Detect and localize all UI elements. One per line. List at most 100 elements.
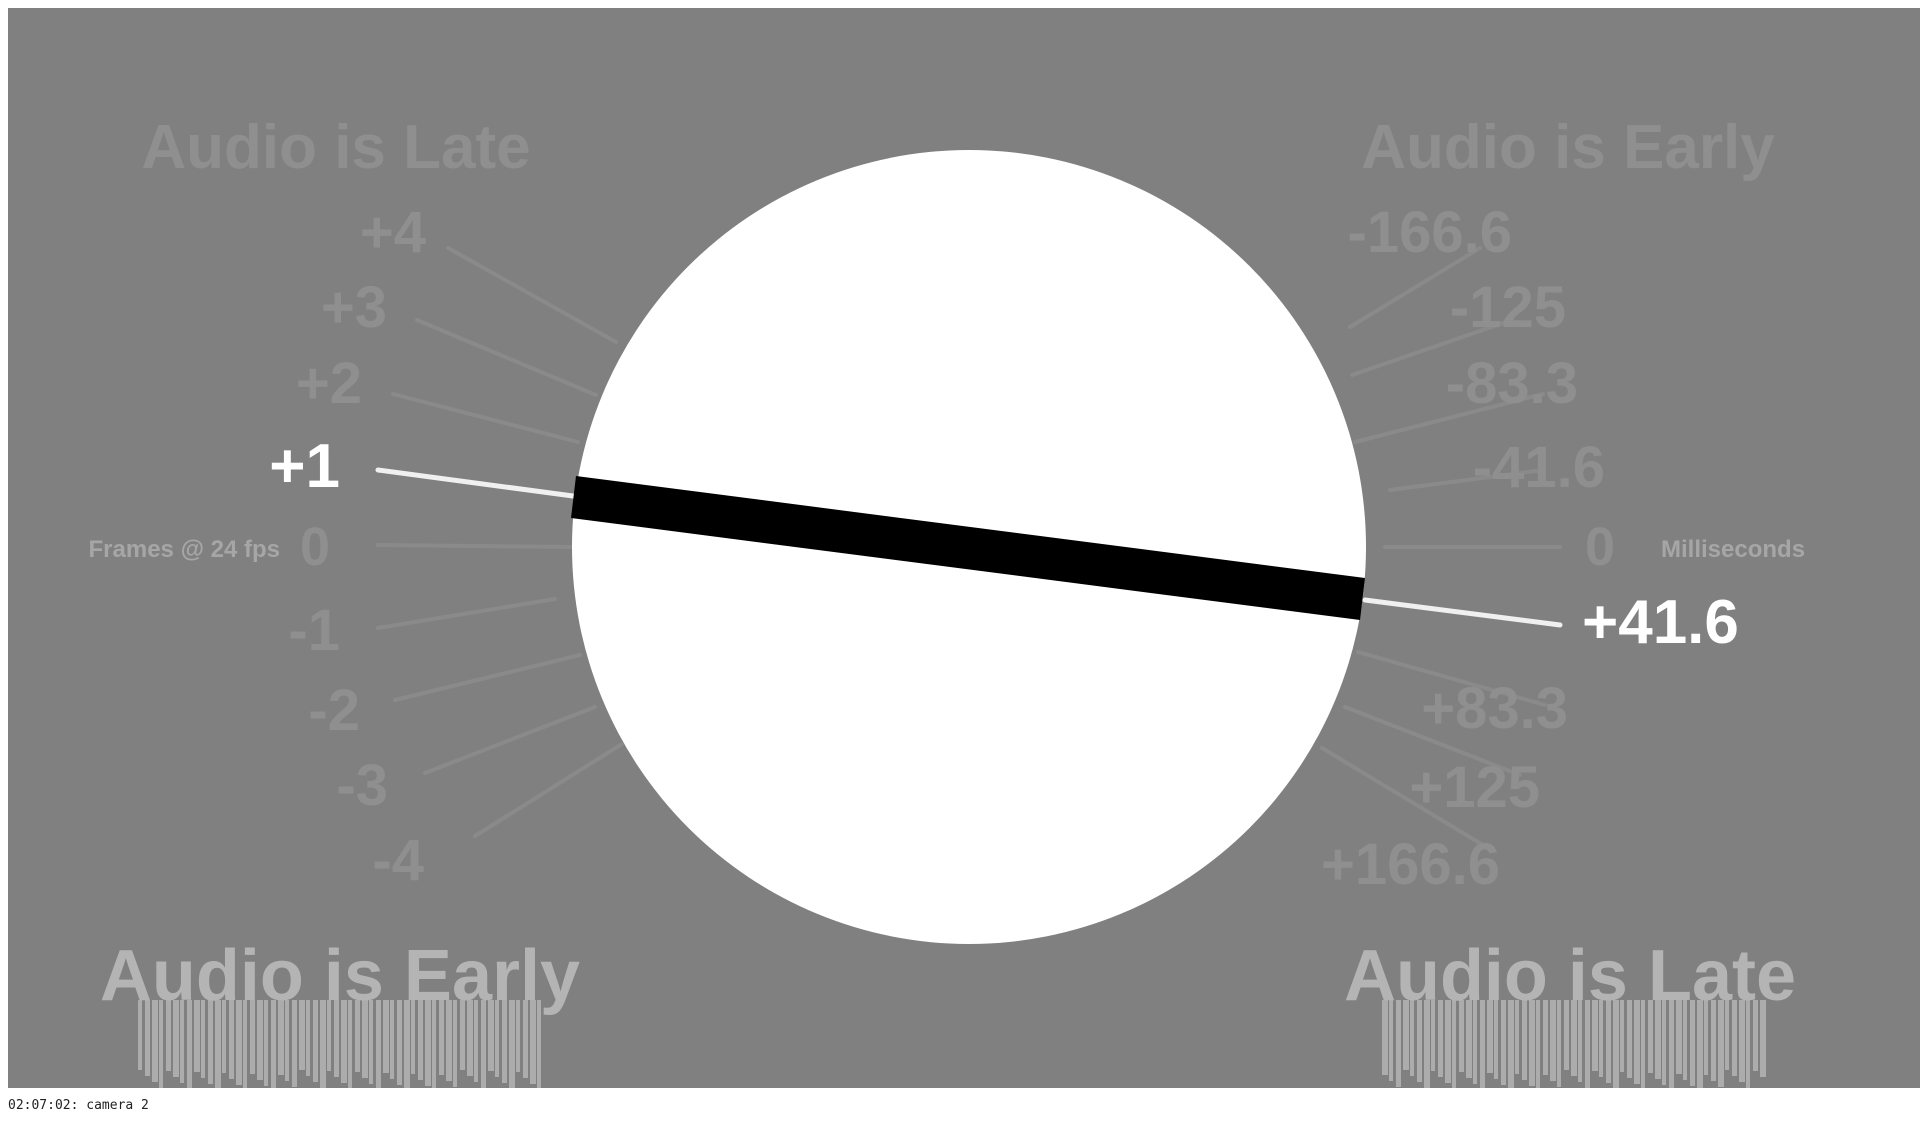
- heading-audio-early-bottom-group: Audio is Early: [100, 936, 580, 1088]
- smear-streak: [1557, 1000, 1561, 1087]
- smear-streak: [1662, 1000, 1666, 1085]
- smear-streak: [299, 1000, 305, 1070]
- smear-streak: [1487, 1000, 1493, 1073]
- smear-streak: [1683, 1000, 1687, 1080]
- frame-offset-line: [393, 653, 582, 702]
- frame-offset-label: +2: [296, 351, 362, 416]
- smear-streak: [369, 1000, 373, 1084]
- smear-streak: [1578, 1000, 1582, 1082]
- ms-offset-label: 0: [1585, 517, 1615, 577]
- smear-streak: [1592, 1000, 1598, 1071]
- frame-offset-label: -2: [308, 678, 360, 743]
- smear-streak: [1424, 1000, 1430, 1088]
- smear-streak: [1648, 1000, 1653, 1073]
- frame-offset-label: -1: [288, 598, 340, 663]
- smear-streak: [250, 1000, 255, 1074]
- smear-streak: [1536, 1000, 1540, 1088]
- heading-audio-early-bottom: Audio is Early: [100, 936, 580, 1016]
- smear-streak: [1669, 1000, 1674, 1088]
- heading-audio-late-bottom-group: Audio is Late: [1344, 936, 1796, 1088]
- smear-streak: [348, 1000, 352, 1088]
- smear-streak: [1606, 1000, 1611, 1083]
- smear-streak: [411, 1000, 415, 1074]
- smear-streak: [292, 1000, 297, 1087]
- smear-streak: [488, 1000, 494, 1071]
- smear-streak: [1732, 1000, 1737, 1076]
- smear-streak: [1746, 1000, 1750, 1088]
- smear-streak: [152, 1000, 158, 1082]
- smear-streak: [334, 1000, 339, 1077]
- smear-streak: [446, 1000, 452, 1081]
- smear-streak: [1697, 1000, 1703, 1088]
- frame-offset-line: [375, 467, 576, 499]
- smear-streak: [481, 1000, 486, 1088]
- heading-audio-early-top: Audio is Early: [1361, 113, 1775, 182]
- ms-offset-label: +166.6: [1321, 832, 1500, 897]
- smear-streak: [166, 1000, 171, 1071]
- smear-streak: [1508, 1000, 1514, 1088]
- frame-offset-label-active: +1: [269, 432, 340, 501]
- smear-streak: [439, 1000, 444, 1075]
- smear-streak: [495, 1000, 499, 1077]
- smear-streak: [523, 1000, 528, 1078]
- frame-offset-label: 0: [300, 517, 330, 577]
- smear-streak: [145, 1000, 150, 1076]
- smear-streak: [313, 1000, 318, 1082]
- smear-streak: [1711, 1000, 1716, 1081]
- smear-streak: [1529, 1000, 1535, 1086]
- smear-streak: [467, 1000, 473, 1076]
- smear-streak: [1431, 1000, 1435, 1071]
- smear-streak: [1655, 1000, 1661, 1079]
- smear-streak: [537, 1000, 541, 1088]
- smear-streak: [1676, 1000, 1682, 1074]
- frame-offset-line: [473, 742, 624, 838]
- smear-streak: [383, 1000, 389, 1073]
- smear-streak: [1452, 1000, 1456, 1088]
- smear-streak: [516, 1000, 520, 1072]
- ms-offset-line: [1356, 650, 1547, 707]
- milliseconds-unit-label: Milliseconds: [1661, 536, 1805, 563]
- smear-streak: [138, 1000, 142, 1070]
- frame-caption: 02:07:02: camera 2: [8, 1098, 149, 1113]
- smear-streak: [502, 1000, 507, 1083]
- ms-offset-label: -83.3: [1446, 351, 1578, 416]
- ms-offset-line: [1348, 246, 1482, 329]
- smear-streak: [194, 1000, 200, 1072]
- frame-offset-label: +4: [360, 200, 426, 265]
- smear-streak: [1459, 1000, 1464, 1072]
- ms-offset-label-active: +41.6: [1582, 588, 1739, 657]
- sweep-bar: [571, 476, 1365, 620]
- smear-streak: [1641, 1000, 1645, 1088]
- smear-streak: [1543, 1000, 1548, 1075]
- smear-streak: [530, 1000, 536, 1084]
- ms-offset-line: [1343, 705, 1522, 777]
- ms-offset-label: +125: [1409, 755, 1540, 820]
- frame-offset-label: -3: [336, 753, 388, 818]
- smear-streak: [1753, 1000, 1758, 1071]
- frame-offset-line: [376, 543, 574, 549]
- smear-streak: [425, 1000, 431, 1086]
- smear-streak: [1473, 1000, 1477, 1084]
- smear-streak: [1382, 1000, 1388, 1075]
- ms-offset-line: [1320, 746, 1490, 850]
- smear-streak: [264, 1000, 268, 1086]
- smear-streak: [1410, 1000, 1414, 1076]
- frame-offset-label: +3: [321, 275, 387, 340]
- ms-offset-label: -125: [1450, 275, 1566, 340]
- smear-streak: [257, 1000, 263, 1080]
- smear-streak: [187, 1000, 192, 1088]
- smear-streak: [229, 1000, 234, 1079]
- smear-streak: [1690, 1000, 1695, 1086]
- frame-offset-line: [423, 705, 597, 775]
- smear-streak: [327, 1000, 331, 1071]
- smear-streak: [208, 1000, 213, 1084]
- frame-offset-line: [376, 597, 557, 630]
- smear-streak: [306, 1000, 310, 1076]
- ms-offset-line: [1388, 468, 1545, 492]
- frame-offset-line: [446, 246, 618, 344]
- smear-streak: [1438, 1000, 1443, 1077]
- smear-streak: [180, 1000, 184, 1083]
- ms-offset-label: -41.6: [1473, 435, 1605, 500]
- smear-streak: [1522, 1000, 1527, 1080]
